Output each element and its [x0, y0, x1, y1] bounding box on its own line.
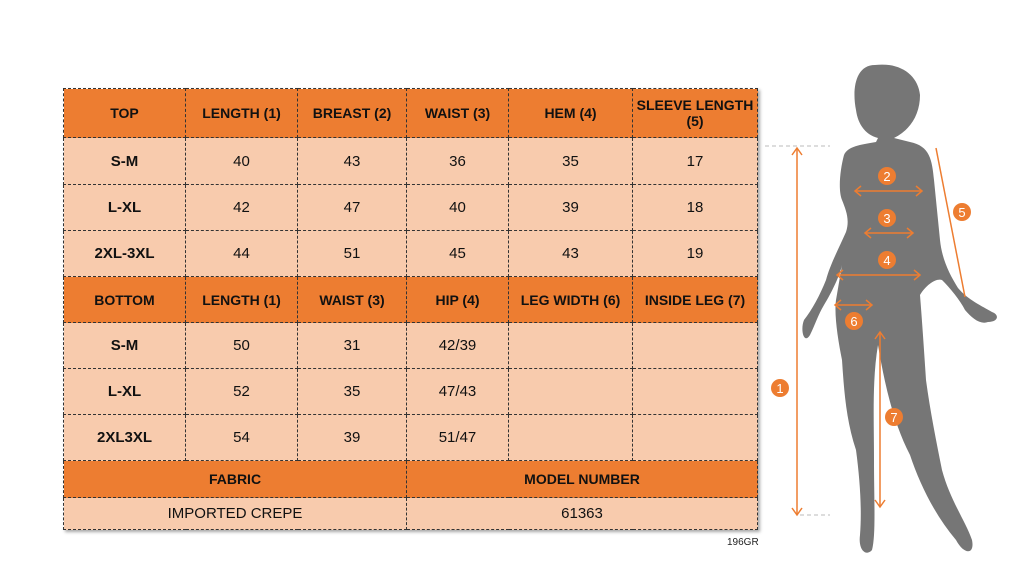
table-cell: 51/47 — [406, 414, 509, 461]
product-code: 196GR — [727, 537, 759, 548]
marker-2: 2 — [878, 167, 896, 185]
table-cell: 51 — [297, 230, 407, 277]
table-cell: 35 — [508, 137, 633, 185]
table-cell — [508, 368, 633, 415]
model-number-header: MODEL NUMBER — [406, 460, 758, 498]
table-cell: 39 — [297, 414, 407, 461]
column-header: BREAST (2) — [297, 88, 407, 138]
table-cell: 43 — [508, 230, 633, 277]
table-cell: 17 — [632, 137, 758, 185]
table-cell — [508, 414, 633, 461]
table-row: L-XL 42 47 40 39 18 — [63, 184, 758, 231]
fabric-value: IMPORTED CREPE — [63, 497, 407, 530]
table-cell: 35 — [297, 368, 407, 415]
table-cell — [632, 414, 758, 461]
guide-lines — [765, 145, 830, 516]
marker-5: 5 — [953, 203, 971, 221]
svg-text:2: 2 — [883, 169, 890, 184]
table-cell: 18 — [632, 184, 758, 231]
column-header: BOTTOM — [63, 276, 186, 323]
table-cell: S-M — [63, 137, 186, 185]
marker-6: 6 — [845, 312, 863, 330]
svg-text:4: 4 — [883, 253, 890, 268]
table-cell: 54 — [185, 414, 298, 461]
column-header: LENGTH (1) — [185, 88, 298, 138]
table-row: L-XL 52 35 47/43 — [63, 368, 758, 415]
size-chart-table: TOP LENGTH (1) BREAST (2) WAIST (3) HEM (4) S… — [63, 88, 758, 530]
table-cell: 45 — [406, 230, 509, 277]
table-cell — [508, 322, 633, 369]
table-cell: 42/39 — [406, 322, 509, 369]
table-cell — [632, 322, 758, 369]
svg-text:7: 7 — [890, 410, 897, 425]
table-cell: 39 — [508, 184, 633, 231]
marker-7: 7 — [885, 408, 903, 426]
measurement-arrows — [791, 146, 966, 517]
table-cell: 52 — [185, 368, 298, 415]
column-header: HIP (4) — [406, 276, 509, 323]
top-header-row: TOP LENGTH (1) BREAST (2) WAIST (3) HEM (4) S… — [63, 88, 758, 138]
column-header: LENGTH (1) — [185, 276, 298, 323]
marker-3: 3 — [878, 209, 896, 227]
table-cell: 40 — [406, 184, 509, 231]
table-cell: 44 — [185, 230, 298, 277]
table-cell: 47 — [297, 184, 407, 231]
table-cell: 2XL3XL — [63, 414, 186, 461]
column-header: WAIST (3) — [297, 276, 407, 323]
table-row: S-M 50 31 42/39 — [63, 322, 758, 369]
table-cell: L-XL — [63, 368, 186, 415]
table-cell: 43 — [297, 137, 407, 185]
table-cell: 42 — [185, 184, 298, 231]
fabric-header: FABRIC — [63, 460, 407, 498]
column-header: INSIDE LEG (7) — [632, 276, 758, 323]
silhouette — [802, 64, 997, 553]
marker-1: 1 — [771, 379, 789, 397]
svg-text:6: 6 — [850, 314, 857, 329]
svg-text:1: 1 — [776, 381, 783, 396]
column-header: SLEEVE LENGTH (5) — [632, 88, 758, 138]
table-cell: S-M — [63, 322, 186, 369]
column-header: WAIST (3) — [406, 88, 509, 138]
table-cell: 47/43 — [406, 368, 509, 415]
column-header: HEM (4) — [508, 88, 633, 138]
fabric-header-row: FABRIC MODEL NUMBER — [63, 460, 758, 498]
body-measurement-figure: 1 2 3 4 5 6 7 — [765, 64, 997, 553]
svg-text:5: 5 — [958, 205, 965, 220]
table-cell — [632, 368, 758, 415]
table-cell: 31 — [297, 322, 407, 369]
table-row: 2XL-3XL 44 51 45 43 19 — [63, 230, 758, 277]
table-cell: 19 — [632, 230, 758, 277]
column-header: LEG WIDTH (6) — [508, 276, 633, 323]
table-cell: 2XL-3XL — [63, 230, 186, 277]
table-cell: 36 — [406, 137, 509, 185]
bottom-header-row: BOTTOM LENGTH (1) WAIST (3) HIP (4) LEG WIDT… — [63, 276, 758, 323]
fabric-row: IMPORTED CREPE 61363 — [63, 497, 758, 530]
table-cell: 50 — [185, 322, 298, 369]
table-cell: L-XL — [63, 184, 186, 231]
marker-4: 4 — [878, 251, 896, 269]
table-cell: 40 — [185, 137, 298, 185]
table-row: 2XL3XL 54 39 51/47 — [63, 414, 758, 461]
table-row: S-M 40 43 36 35 17 — [63, 137, 758, 185]
column-header: TOP — [63, 88, 186, 138]
svg-text:3: 3 — [883, 211, 890, 226]
model-number-value: 61363 — [406, 497, 758, 530]
